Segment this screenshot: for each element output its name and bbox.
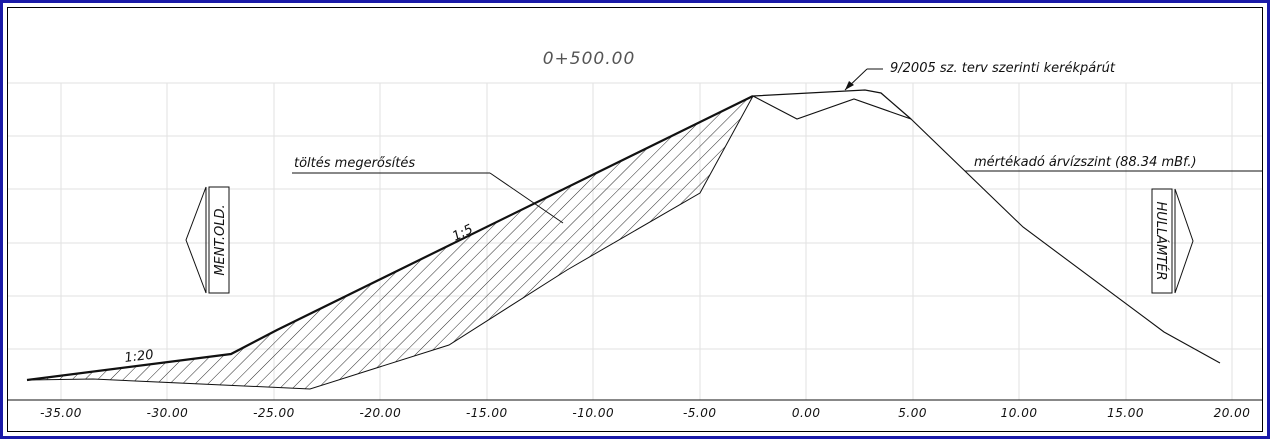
x-tick-label: -30.00 — [147, 406, 189, 420]
bike-path-label: 9/2005 sz. terv szerinti kerékpárút — [890, 61, 1116, 76]
protected-side-box — [208, 186, 230, 294]
protected-side-marker: MENT.OLD. — [185, 186, 230, 294]
bike-path-crown — [752, 89, 912, 120]
x-tick-label: 0.00 — [792, 406, 821, 420]
floodplain-box — [1151, 188, 1173, 294]
x-tick-label: 15.00 — [1107, 406, 1144, 420]
floodplain-label: HULLÁMTÉR — [1153, 201, 1169, 280]
embankment-reinforcement-area — [27, 96, 753, 389]
reinforcement-bottom-line — [26, 95, 754, 390]
x-tick-label: -25.00 — [253, 406, 295, 420]
new-embankment-surface — [26, 95, 754, 382]
x-tick-label: -35.00 — [40, 406, 82, 420]
x-tick-label: 5.00 — [898, 406, 927, 420]
x-tick-label: -20.00 — [360, 406, 402, 420]
x-tick-label: 10.00 — [1001, 406, 1038, 420]
flood-level-label: mértékadó árvízszint (88.34 mBf.) — [974, 155, 1197, 170]
protected-side-arrow — [185, 186, 207, 294]
slope-lower-label: 1:20 — [124, 348, 155, 366]
embankment-leader — [489, 172, 564, 224]
x-tick-label: -5.00 — [683, 406, 717, 420]
protected-side-label: MENT.OLD. — [213, 204, 228, 275]
x-tick-label: 20.00 — [1214, 406, 1251, 420]
floodplain-marker: HULLÁMTÉR — [1151, 188, 1194, 294]
bike-path-leader-arrow — [845, 81, 854, 90]
x-tick-label: -15.00 — [466, 406, 508, 420]
x-axis-ticks: -35.00 -30.00 -25.00 -20.00 -15.00 -10.00 -5.0… — [40, 406, 1250, 420]
x-tick-label: -10.00 — [572, 406, 614, 420]
embankment-label: töltés megerősítés — [294, 156, 415, 171]
drawing-border — [7, 7, 1263, 432]
station-title: 0+500.00 — [543, 49, 636, 69]
grid-lines — [8, 82, 1262, 400]
cross-section-drawing: -35.00 -30.00 -25.00 -20.00 -15.00 -10.00 -5.0… — [8, 49, 1262, 420]
floodplain-arrow — [1174, 188, 1194, 294]
